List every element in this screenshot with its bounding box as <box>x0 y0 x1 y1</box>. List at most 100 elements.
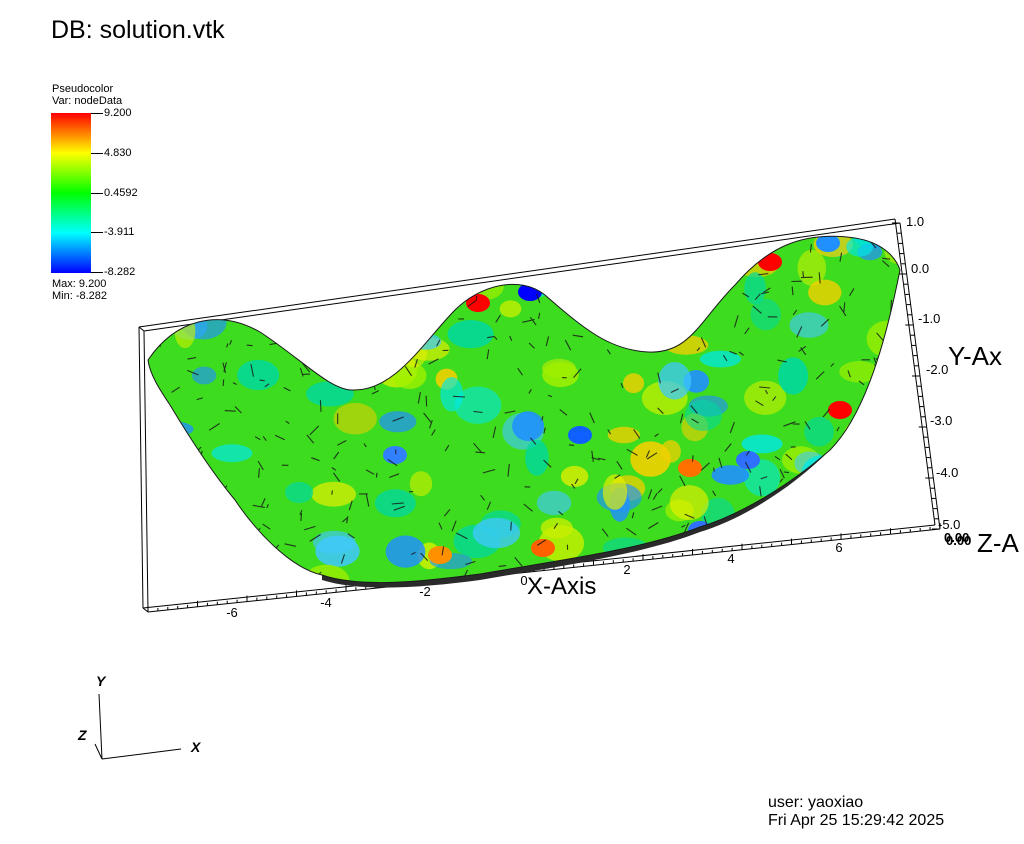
surface-color-patch <box>542 362 579 388</box>
surface-color-patch <box>560 465 589 487</box>
contour-segment <box>201 586 204 594</box>
contour-segment <box>601 528 609 537</box>
contour-segment <box>431 429 436 436</box>
contour-segment <box>626 448 638 456</box>
contour-segment <box>681 524 686 528</box>
contour-segment <box>166 430 172 435</box>
contour-segment <box>254 436 261 441</box>
contour-segment <box>744 461 752 473</box>
surface-color-patch <box>890 412 900 439</box>
contour-segment <box>787 555 795 560</box>
contour-segment <box>324 262 330 270</box>
contour-segment <box>657 407 664 415</box>
surface-color-patch <box>191 366 217 385</box>
contour-segment <box>237 543 240 555</box>
contour-segment <box>536 293 541 304</box>
contour-segment <box>543 427 546 434</box>
surface-color-patch <box>750 298 781 331</box>
contour-segment <box>359 350 371 360</box>
contour-segment <box>846 589 849 592</box>
contour-segment <box>693 252 698 265</box>
contour-segment <box>684 513 695 519</box>
contour-segment <box>822 408 831 418</box>
contour-segment <box>873 550 877 560</box>
contour-segment <box>409 341 419 345</box>
contour-segment <box>691 455 694 462</box>
contour-segment <box>333 472 341 482</box>
contour-segment <box>861 422 874 426</box>
surface-color-patch <box>684 399 723 431</box>
x-tick-label: -4 <box>320 595 332 610</box>
contour-segment <box>311 457 320 462</box>
contour-segment <box>553 522 559 530</box>
contour-segment <box>204 536 208 543</box>
x-tick-label: 2 <box>623 562 630 577</box>
surface-color-patch <box>660 572 704 583</box>
surface-color-patch <box>852 474 878 494</box>
contour-segment <box>858 380 865 386</box>
surface-color-patch <box>743 459 781 497</box>
contour-segment <box>879 470 888 474</box>
contour-segment <box>641 303 646 309</box>
contour-segment <box>250 363 255 377</box>
contour-segment <box>411 551 416 555</box>
contour-segment <box>473 442 483 454</box>
contour-segment <box>691 418 699 424</box>
contour-segment <box>252 296 259 308</box>
contour-segment <box>802 271 805 279</box>
contour-segment <box>309 534 321 542</box>
contour-segment <box>299 367 304 377</box>
contour-segment <box>425 395 428 407</box>
surface-color-patch <box>148 525 169 543</box>
surface-color-patch <box>285 481 314 504</box>
colorbar-tick-mark <box>91 232 103 233</box>
contour-segment <box>285 420 290 425</box>
surface-color-patch <box>680 263 704 301</box>
pseudocolor-surface[interactable] <box>124 215 916 603</box>
contour-segment <box>473 275 481 278</box>
surface-extreme-patch <box>828 401 852 419</box>
contour-segment <box>177 313 181 322</box>
contour-segment <box>504 410 516 414</box>
contour-segment <box>489 236 494 238</box>
contour-segment <box>284 543 297 547</box>
contour-segment <box>463 255 471 260</box>
contour-segment <box>545 336 550 347</box>
contour-segment <box>680 254 688 261</box>
contour-segment <box>260 498 266 507</box>
surface-color-patch <box>306 381 354 407</box>
contour-segment <box>670 575 680 583</box>
contour-segment <box>878 385 884 390</box>
contour-segment <box>303 322 310 331</box>
contour-segment <box>752 585 759 591</box>
contour-segment <box>897 313 900 319</box>
contour-segment <box>886 402 889 408</box>
x-tick-label: -2 <box>419 584 431 599</box>
surface-extreme-patch <box>816 236 840 252</box>
contour-segment <box>529 316 537 326</box>
contour-segment <box>690 405 698 414</box>
contour-segment <box>319 400 322 412</box>
contour-segment <box>616 460 623 470</box>
contour-segment <box>384 238 391 243</box>
surface-color-patch <box>162 266 185 285</box>
contour-segment <box>477 244 488 253</box>
surface-color-patch <box>427 236 467 251</box>
contour-segment <box>486 501 492 510</box>
contour-segment <box>361 371 368 379</box>
contour-segment <box>842 572 847 581</box>
x-tick-label: 0 <box>520 573 527 588</box>
contour-segment <box>346 516 349 524</box>
contour-segment <box>337 440 347 446</box>
contour-segment <box>832 474 838 480</box>
y-tick-label: -3.0 <box>930 413 952 428</box>
contour-segment <box>587 226 593 231</box>
contour-segment <box>757 252 761 260</box>
contour-segment <box>436 339 441 347</box>
contour-segment <box>310 284 323 289</box>
contour-segment <box>365 469 375 475</box>
contour-segment <box>309 351 318 360</box>
surface-color-patch <box>804 416 834 447</box>
contour-segment <box>186 369 199 376</box>
